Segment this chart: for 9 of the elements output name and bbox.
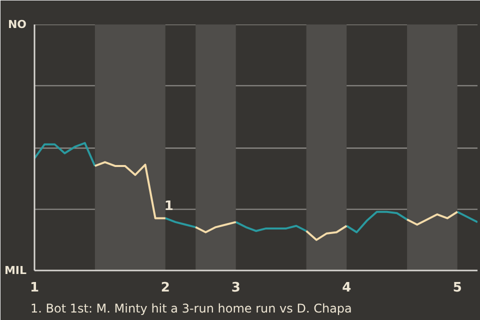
text: MIL [4,264,27,277]
x-tick-label: 1 [30,280,40,296]
x-tick-label: 3 [231,280,240,296]
x-tick-label: 2 [160,280,170,296]
x-tick-label: 5 [452,280,462,296]
text: NO [8,18,27,31]
x-tick-label: 4 [342,280,352,296]
annotation: 1 [164,199,174,214]
text: 1. Bot 1st: M. Minty hit a 3-run home run vs D. Chapa [30,302,352,316]
